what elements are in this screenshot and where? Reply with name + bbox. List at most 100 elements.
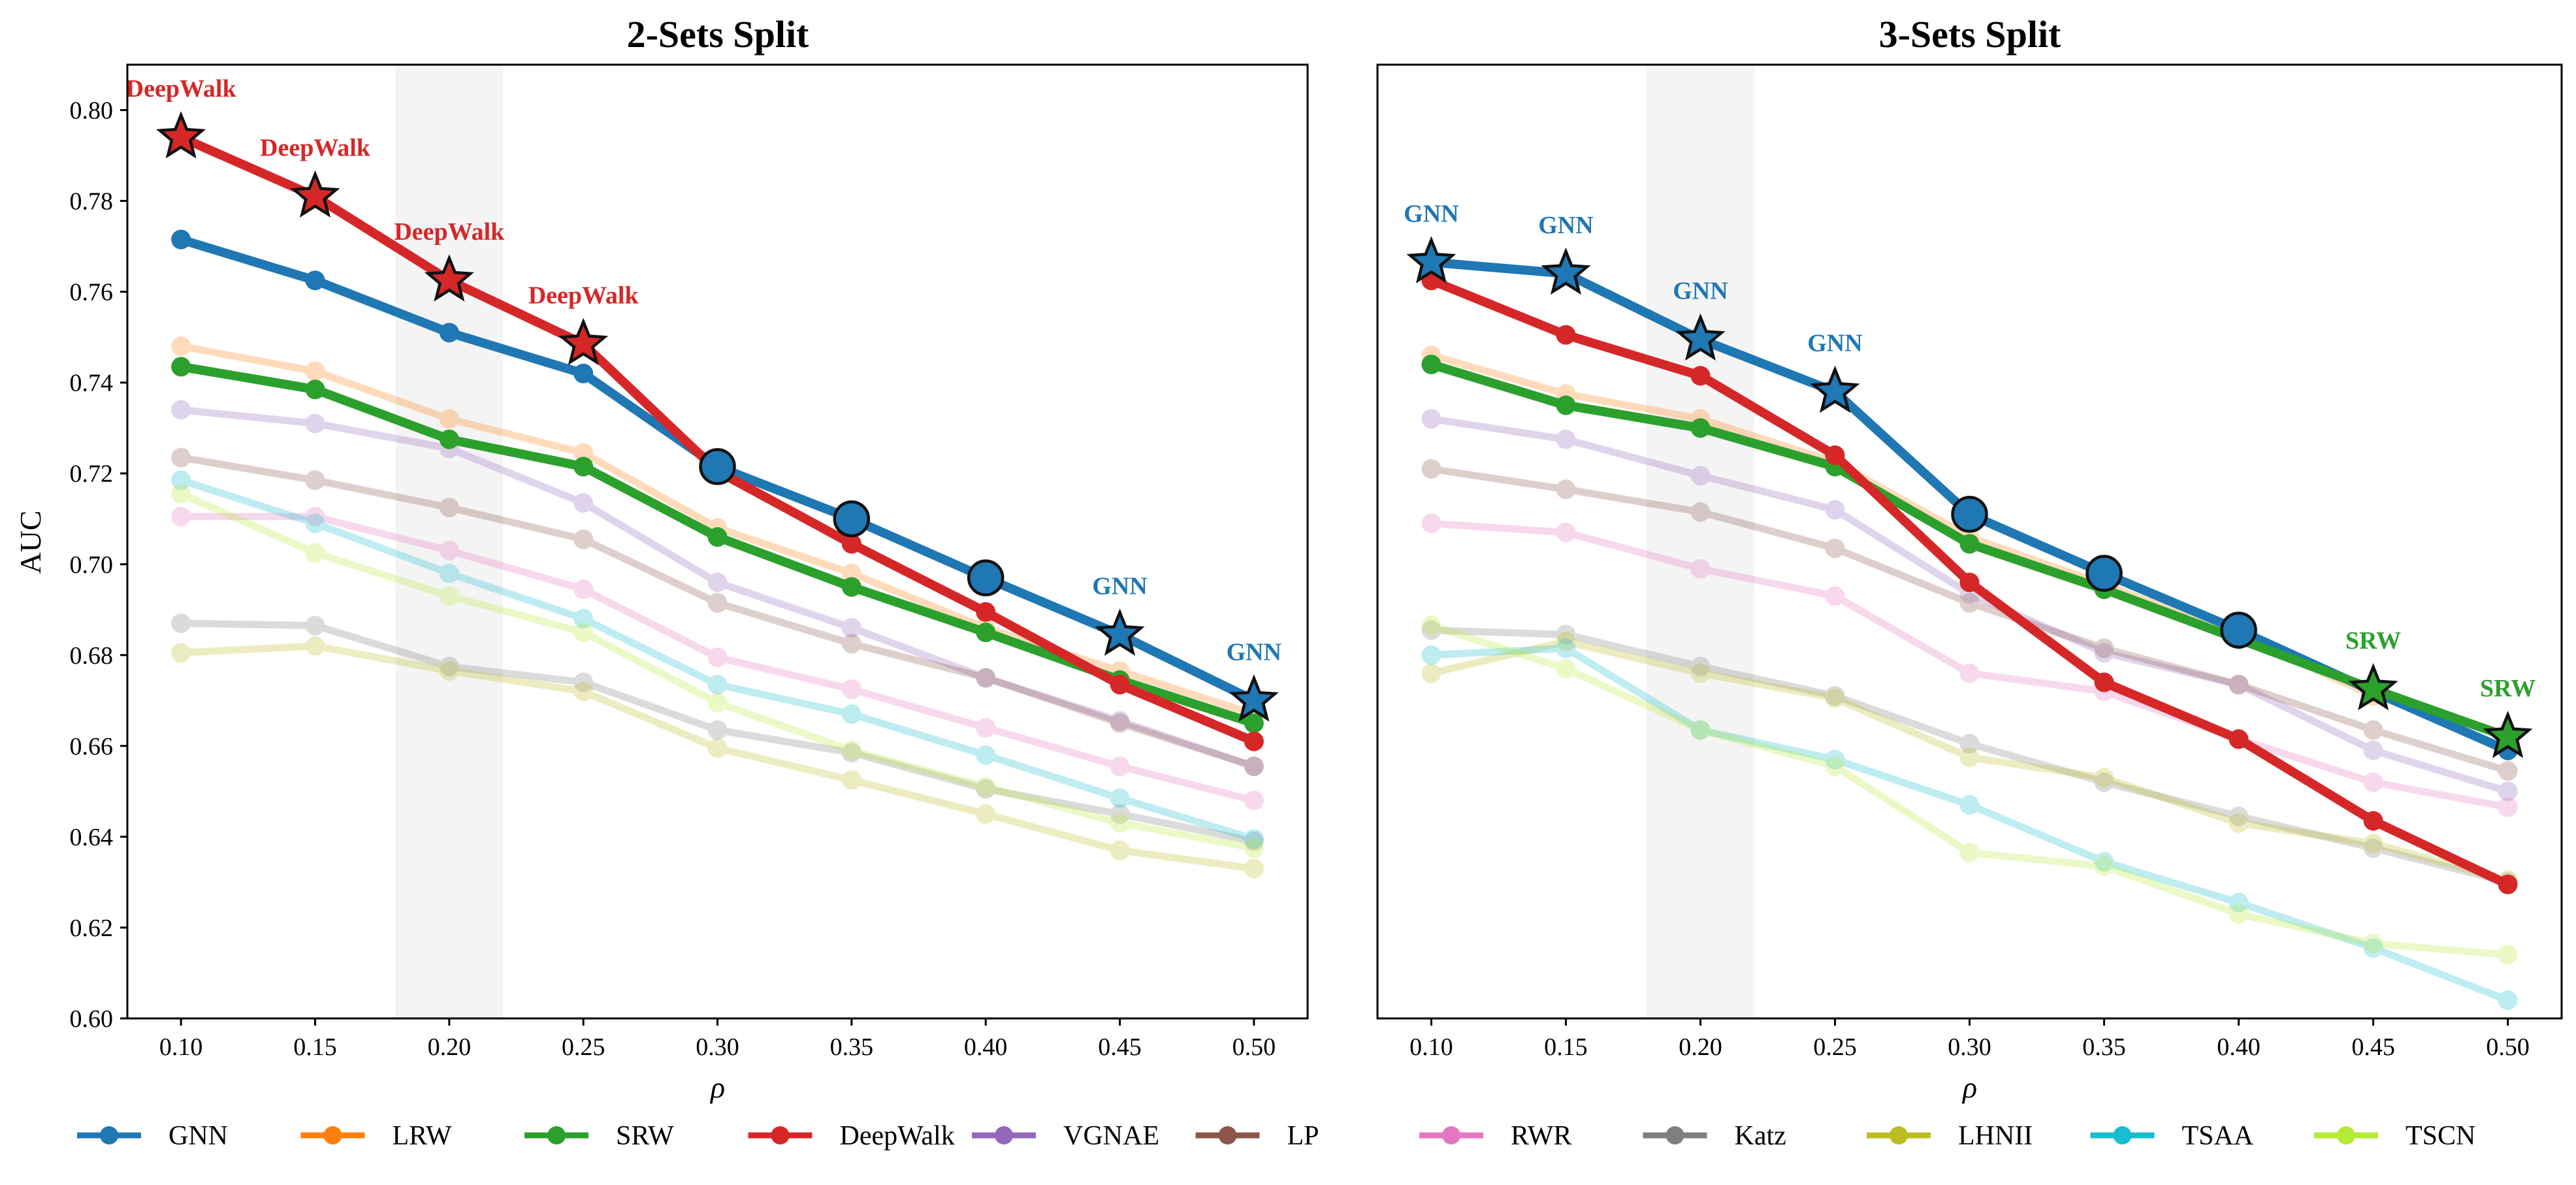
best-label: GNN bbox=[1092, 573, 1147, 600]
data-point-gnn bbox=[305, 270, 325, 291]
data-point-tscn bbox=[171, 484, 191, 504]
series-line-vgnae bbox=[1427, 415, 2512, 795]
y-tick-label: 0.78 bbox=[70, 188, 114, 216]
data-point-srw bbox=[841, 577, 861, 597]
y-tick-label: 0.70 bbox=[70, 551, 114, 579]
data-point-vgnae bbox=[573, 493, 594, 513]
legend-swatch-marker bbox=[1890, 1126, 1908, 1144]
series-line-lhnii bbox=[177, 642, 1258, 873]
data-point-tsaa bbox=[1959, 795, 1980, 815]
legend-swatch-marker bbox=[547, 1126, 566, 1144]
data-point-vgnae bbox=[2229, 675, 2249, 694]
data-point-rwr bbox=[707, 647, 728, 668]
data-point-lhnii bbox=[573, 681, 594, 702]
best-marker-star bbox=[290, 170, 340, 218]
best-label: DeepWalk bbox=[528, 282, 639, 310]
best-label: SRW bbox=[2480, 675, 2536, 702]
series-tscn-2-sets bbox=[171, 484, 1264, 858]
data-point-katz bbox=[1421, 620, 1441, 640]
data-point-lhnii bbox=[1421, 663, 1441, 683]
legend-item-lrw: LRW bbox=[300, 1121, 452, 1151]
best-marker-circle bbox=[2220, 611, 2257, 649]
y-tick-label: 0.74 bbox=[70, 370, 114, 397]
legend-swatch-marker bbox=[995, 1126, 1013, 1144]
data-point-lhnii bbox=[1556, 631, 1576, 651]
legend-swatch-marker bbox=[100, 1126, 118, 1144]
series-tscn-3-sets bbox=[1421, 615, 2518, 965]
best-marker-circle bbox=[699, 448, 736, 485]
series-line-tsaa bbox=[177, 476, 1258, 843]
series-tsaa-3-sets bbox=[1421, 638, 2518, 1011]
data-point-vgnae bbox=[2094, 643, 2114, 663]
data-point-vgnae bbox=[841, 618, 861, 638]
data-point-tsaa bbox=[707, 675, 728, 694]
data-point-deepwalk bbox=[1690, 366, 1711, 386]
y-tick-label: 0.68 bbox=[70, 642, 114, 670]
data-point-tscn bbox=[1244, 838, 1264, 858]
data-point-katz bbox=[2094, 772, 2114, 792]
data-point-katz bbox=[1690, 657, 1711, 677]
data-point-deepwalk bbox=[841, 534, 861, 554]
legend-item-tscn: TSCN bbox=[2314, 1121, 2475, 1151]
best-label: SRW bbox=[2345, 627, 2401, 655]
data-point-srw bbox=[976, 623, 996, 643]
data-point-tscn bbox=[2229, 904, 2249, 924]
legend-label: VGNAE bbox=[1063, 1121, 1159, 1151]
data-point-lhnii bbox=[1244, 858, 1264, 879]
best-label: DeepWalk bbox=[394, 218, 505, 246]
best-marker-circle bbox=[967, 559, 1005, 596]
x-tick-label: 0.35 bbox=[2082, 1033, 2126, 1061]
best-label: GNN bbox=[1673, 278, 1728, 305]
data-point-deepwalk bbox=[2094, 672, 2114, 692]
legend-label: LHNII bbox=[1958, 1121, 2033, 1151]
data-point-tscn bbox=[573, 623, 594, 643]
chart-title-3-sets: 3-Sets Split bbox=[1879, 13, 2061, 56]
data-point-tscn bbox=[439, 586, 459, 606]
data-point-katz bbox=[841, 743, 861, 763]
x-tick-label: 0.45 bbox=[2351, 1033, 2395, 1061]
data-point-vgnae bbox=[2498, 781, 2518, 802]
data-point-vgnae bbox=[976, 668, 996, 688]
data-point-tscn bbox=[2498, 945, 2518, 965]
legend-label: LP bbox=[1287, 1121, 1319, 1151]
data-point-lp bbox=[1690, 502, 1711, 522]
data-point-lp bbox=[1421, 459, 1441, 479]
data-point-deepwalk bbox=[976, 602, 996, 622]
best-label: GNN bbox=[1227, 638, 1281, 666]
data-point-lp bbox=[1825, 538, 1845, 559]
legend-item-srw: SRW bbox=[524, 1121, 674, 1151]
legend-label: DeepWalk bbox=[840, 1121, 955, 1151]
data-point-rwr bbox=[2498, 797, 2518, 817]
data-point-lp bbox=[1110, 713, 1130, 734]
data-point-lhnii bbox=[976, 804, 996, 824]
data-point-tsaa bbox=[439, 563, 459, 583]
x-tick-label: 0.35 bbox=[830, 1033, 874, 1061]
series-line-lp bbox=[177, 453, 1258, 770]
data-point-vgnae bbox=[1825, 500, 1845, 520]
data-point-rwr bbox=[1244, 790, 1264, 811]
data-point-katz bbox=[573, 672, 594, 692]
data-point-deepwalk bbox=[2229, 729, 2249, 749]
x-axis-label-3-sets: ρ bbox=[1961, 1071, 1977, 1104]
series-deepwalk-3-sets bbox=[1421, 270, 2518, 894]
best-marker-circle bbox=[1951, 496, 1988, 533]
best-marker-star bbox=[2483, 710, 2533, 758]
data-point-deepwalk bbox=[1556, 325, 1576, 345]
data-point-katz bbox=[2363, 838, 2383, 858]
series-line-rwr bbox=[177, 513, 1258, 804]
x-tick-label: 0.15 bbox=[1544, 1033, 1588, 1061]
data-point-katz bbox=[1959, 734, 1980, 754]
legend-swatch-marker bbox=[2337, 1126, 2355, 1144]
data-point-srw bbox=[573, 457, 594, 477]
data-point-katz bbox=[171, 613, 191, 634]
series-katz-3-sets bbox=[1421, 620, 2518, 892]
legend-swatch-marker bbox=[771, 1126, 790, 1144]
data-point-katz bbox=[1556, 625, 1576, 645]
series-vgnae-3-sets bbox=[1421, 409, 2518, 802]
data-point-lhnii bbox=[2363, 834, 2383, 854]
data-point-lrw bbox=[841, 563, 861, 583]
data-point-katz bbox=[707, 720, 728, 740]
data-point-vgnae bbox=[707, 572, 728, 592]
data-point-deepwalk bbox=[2363, 811, 2383, 831]
data-point-tsaa bbox=[1110, 788, 1130, 808]
